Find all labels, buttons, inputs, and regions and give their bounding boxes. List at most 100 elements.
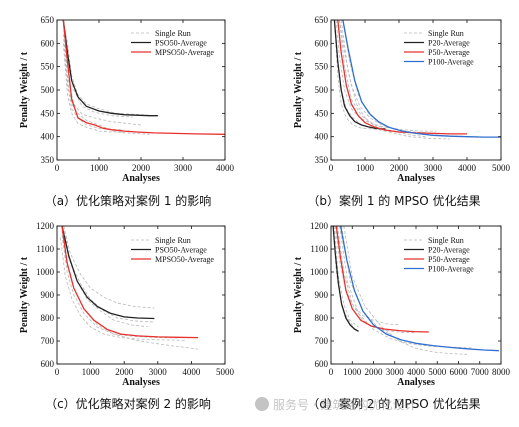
x-tick-label: 4000: [407, 367, 426, 377]
single-run-line: [63, 226, 155, 309]
y-tick-label: 900: [315, 290, 329, 300]
y-tick-label: 600: [315, 359, 329, 369]
y-tick-label: 1100: [36, 244, 54, 254]
x-tick-label: 3000: [424, 163, 443, 173]
x-axis-title: Analyses: [122, 377, 160, 388]
y-tick-label: 400: [315, 132, 329, 142]
x-tick-label: 3000: [149, 367, 168, 377]
legend-label: Single Run: [428, 29, 464, 38]
caption-b: （b）案例 1 的 MPSO 优化结果: [307, 193, 480, 208]
average-line: [337, 20, 467, 135]
y-tick-label: 500: [41, 85, 55, 95]
single-run-line: [62, 20, 133, 118]
watermark: 服务号 · 建筑结构优化设计: [255, 397, 416, 412]
single-run-line: [343, 226, 468, 355]
single-run-line: [339, 20, 447, 134]
y-tick-label: 550: [41, 62, 55, 72]
single-run-line: [62, 20, 158, 117]
y-tick-label: 400: [41, 132, 55, 142]
x-tick-label: 4000: [458, 163, 477, 173]
average-line: [61, 226, 155, 320]
y-tick-label: 350: [41, 155, 55, 165]
x-tick-label: 3000: [174, 163, 193, 173]
x-tick-label: 5000: [492, 163, 511, 173]
wechat-icon: [255, 397, 269, 411]
caption-d: （d）案例 2 的 MPSO 优化结果: [307, 396, 480, 411]
single-run-line: [335, 20, 437, 132]
single-run-line: [334, 20, 376, 130]
y-axis-title: Penalty Weight / t: [19, 51, 30, 128]
x-tick-label: 5000: [428, 367, 447, 377]
x-tick-label: 7000: [471, 367, 490, 377]
single-run-line: [341, 226, 446, 348]
y-tick-label: 1200: [310, 221, 329, 231]
single-run-line: [339, 20, 427, 138]
y-tick-label: 700: [41, 336, 55, 346]
x-tick-label: 0: [329, 163, 334, 173]
single-run-line: [62, 43, 125, 133]
y-axis-title: Penalty Weight / t: [293, 256, 304, 333]
x-tick-label: 5000: [216, 367, 235, 377]
x-tick-label: 4000: [216, 163, 235, 173]
single-run-line: [61, 235, 179, 339]
x-tick-label: 4000: [182, 367, 201, 377]
y-tick-label: 1100: [310, 244, 328, 254]
caption-c: （c）优化策略对案例 2 的影响: [45, 396, 211, 411]
y-tick-label: 650: [41, 15, 55, 25]
average-line: [342, 20, 501, 138]
legend-label: MPSO50-Average: [155, 48, 214, 57]
average-line: [339, 226, 499, 352]
average-line: [62, 20, 158, 117]
x-tick-label: 0: [55, 163, 60, 173]
single-run-line: [62, 20, 142, 126]
y-tick-label: 800: [315, 313, 329, 323]
x-tick-label: 3000: [386, 367, 405, 377]
x-axis-title: Analyses: [397, 173, 435, 184]
legend-label: P20-Average: [428, 39, 470, 48]
y-tick-label: 1200: [36, 221, 55, 231]
x-tick-label: 1000: [343, 367, 362, 377]
average-line: [332, 226, 359, 332]
legend-label: PSO50-Average: [155, 246, 207, 255]
series-group: [62, 20, 225, 135]
x-tick-label: 8000: [492, 367, 511, 377]
y-tick-label: 1000: [310, 267, 329, 277]
legend-label: PSO50-Average: [155, 39, 207, 48]
caption-a: （a）优化策略对案例 1 的影响: [45, 193, 212, 208]
y-tick-label: 600: [315, 38, 329, 48]
single-run-line: [334, 20, 400, 133]
legend-label: MPSO50-Average: [155, 255, 214, 264]
y-tick-label: 500: [315, 85, 329, 95]
x-tick-label: 2000: [390, 163, 409, 173]
y-tick-label: 650: [315, 15, 329, 25]
plot-frame: [330, 19, 502, 161]
y-tick-label: 600: [41, 359, 55, 369]
y-tick-label: 700: [315, 336, 329, 346]
y-tick-label: 900: [41, 290, 55, 300]
x-axis-title: Analyses: [397, 377, 435, 388]
average-line: [333, 20, 386, 130]
legend-label: P100-Average: [428, 265, 474, 274]
legend-label: Single Run: [155, 236, 191, 245]
y-tick-label: 450: [315, 108, 329, 118]
y-tick-label: 350: [315, 155, 329, 165]
single-run-line: [60, 237, 185, 341]
x-tick-label: 1000: [82, 367, 101, 377]
single-run-line: [62, 20, 150, 135]
y-tick-label: 800: [41, 313, 55, 323]
panel-c: 0 1000 2000 3000 4000 5000 600 700 800 900 1000 110…: [19, 221, 235, 388]
legend-label: P50-Average: [428, 255, 470, 264]
series-group: [60, 226, 199, 350]
legend: Single RunP20-AverageP50-AverageP100-Ave…: [404, 29, 474, 67]
panel-b: 0 1000 2000 3000 4000 5000 350 400 450 500 550 600 6…: [293, 15, 511, 184]
x-tick-label: 2000: [132, 163, 151, 173]
x-tick-label: 0: [329, 367, 334, 377]
watermark-text: 服务号 · 建筑结构优化设计: [273, 397, 416, 412]
legend-label: P50-Average: [428, 48, 470, 57]
series-group: [332, 226, 499, 355]
average-line: [61, 226, 199, 339]
x-tick-label: 0: [55, 367, 60, 377]
